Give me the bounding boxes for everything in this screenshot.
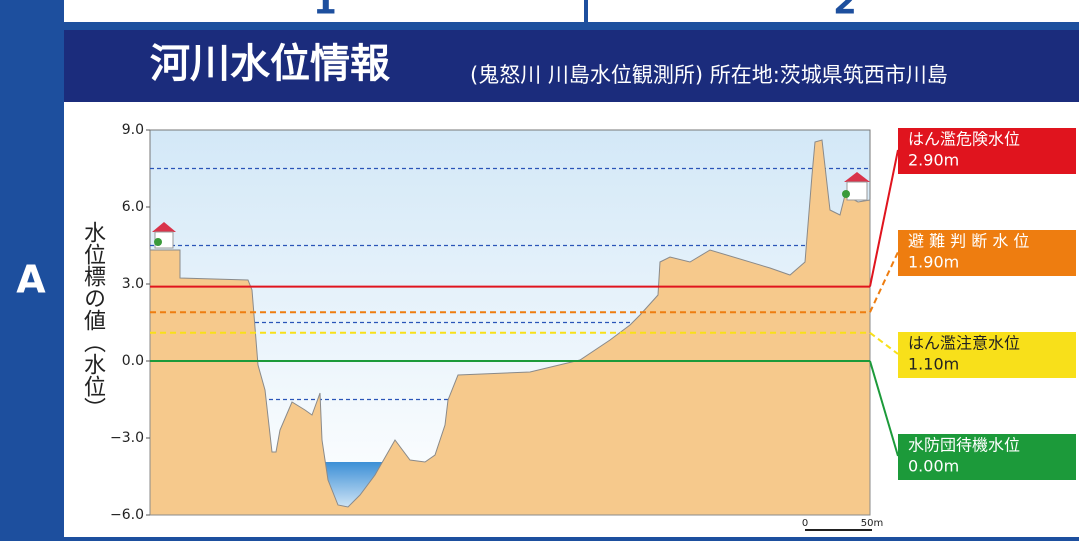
y-tick-label: 6.0 bbox=[122, 199, 144, 215]
level-value: 1.10m bbox=[908, 355, 959, 374]
level-value: 2.90m bbox=[908, 151, 959, 170]
scale-label: 0 bbox=[802, 518, 808, 529]
level-name: はん濫危険水位 bbox=[908, 130, 1020, 149]
y-tick-label: 0.0 bbox=[122, 353, 144, 369]
level-name: はん濫注意水位 bbox=[908, 334, 1020, 353]
subtitle: (鬼怒川 川島水位観測所) 所在地:茨城県筑西市川島 bbox=[470, 63, 948, 87]
y-axis-label: 水位標の値（水位） bbox=[80, 221, 106, 419]
level-name: 水防団待機水位 bbox=[908, 436, 1020, 455]
level-value: 0.00m bbox=[908, 457, 959, 476]
level-name: 避 難 判 断 水 位 bbox=[908, 232, 1029, 251]
level-value: 1.90m bbox=[908, 253, 959, 272]
column-label: 1 bbox=[313, 0, 337, 23]
column-label: 2 bbox=[833, 0, 857, 23]
page: 1 2 A 河川水位情報 (鬼怒川 川島水位観測所) 所在地:茨城県筑西市川島 … bbox=[0, 0, 1079, 541]
title: 河川水位情報 bbox=[150, 41, 390, 87]
y-tick-label: −3.0 bbox=[110, 430, 144, 446]
y-tick-label: 3.0 bbox=[122, 276, 144, 292]
column-header-strip bbox=[64, 0, 1079, 22]
y-tick-label: −6.0 bbox=[110, 507, 144, 523]
scale-label: 50m bbox=[861, 518, 883, 529]
y-tick-label: 9.0 bbox=[122, 122, 144, 138]
row-label: A bbox=[16, 258, 46, 302]
